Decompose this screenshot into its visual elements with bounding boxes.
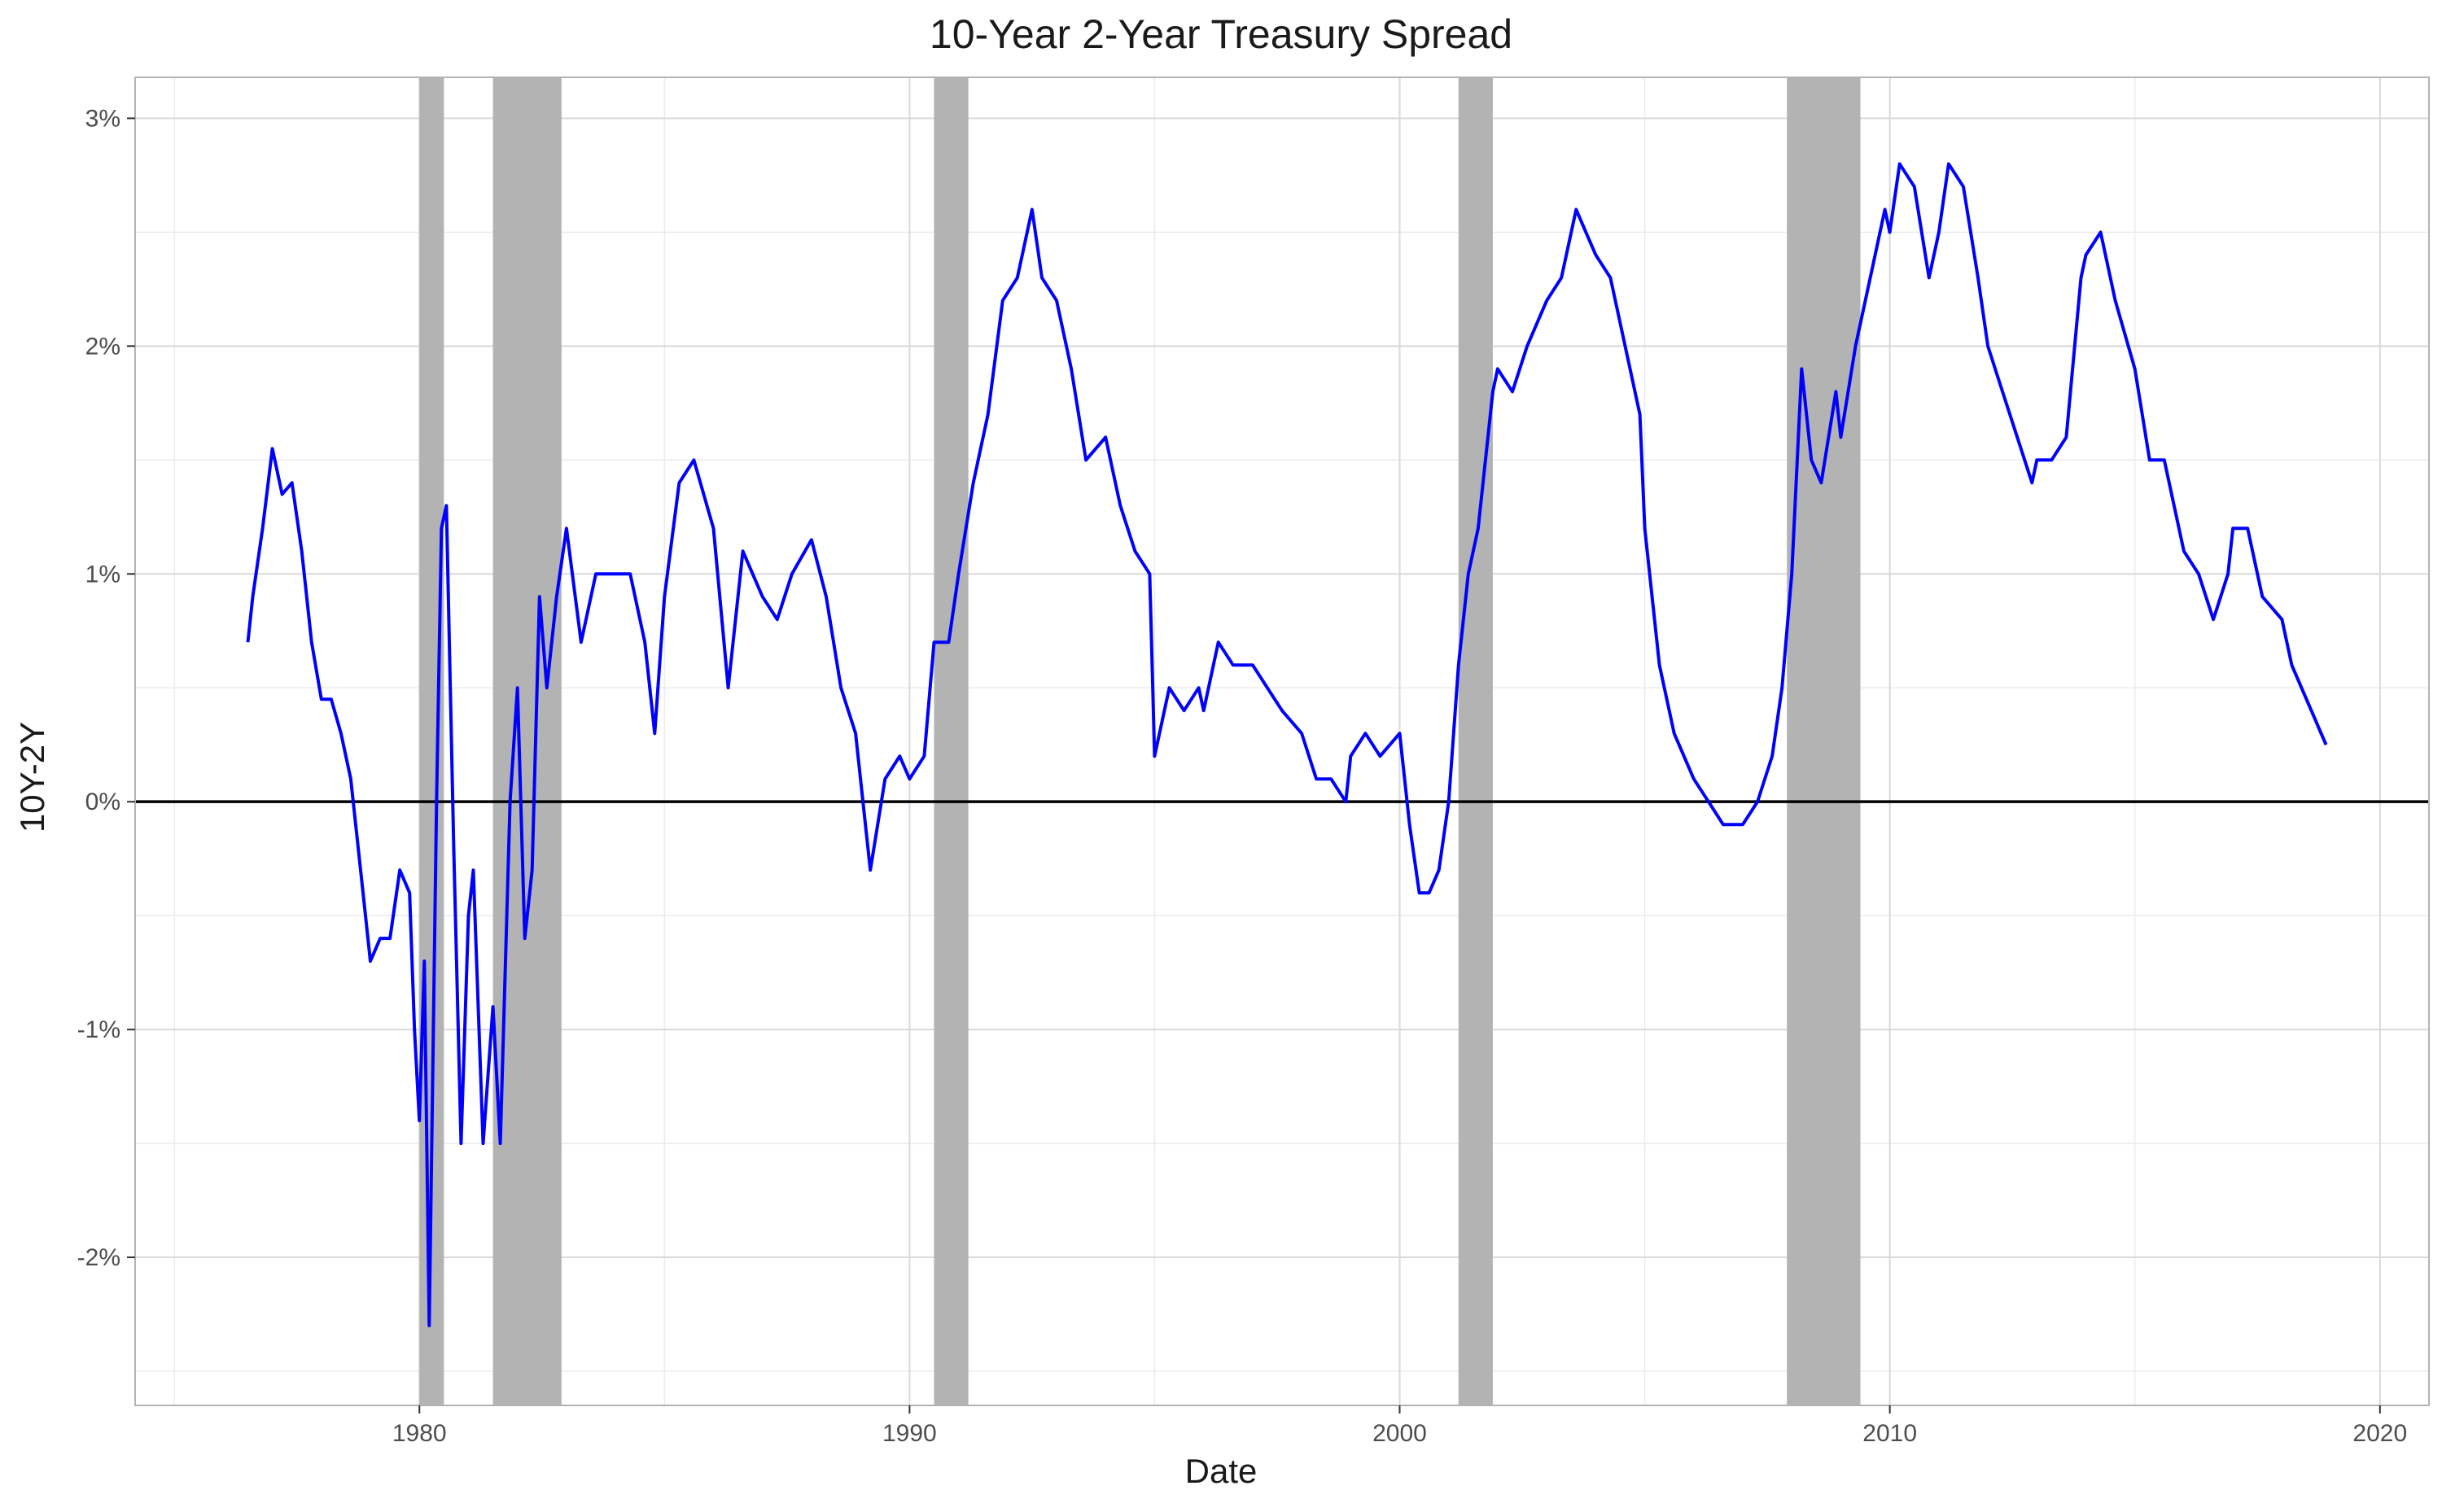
x-tick-label: 1990 [882,1420,937,1447]
recession-band [1787,77,1861,1405]
x-tick-label: 1980 [392,1420,447,1447]
plot-border [134,76,2430,1406]
y-axis-ticks: -2% -1% 0% 1% 2% 3% [77,105,135,1271]
recession-bands [419,77,1861,1405]
y-tick-label: 3% [85,105,120,132]
y-tick-label: 0% [85,789,120,815]
y-axis-title: 10Y-2Y [13,721,51,833]
y-tick-label: 1% [85,561,120,588]
series-line [246,162,2328,1327]
x-axis-ticks: 1980 1990 2000 2010 2020 [392,1405,2407,1447]
recession-band [934,77,969,1405]
y-tick-label: -2% [77,1244,120,1271]
x-tick-label: 2010 [1862,1420,1917,1447]
chart-title: 10-Year 2-Year Treasury Spread [929,11,1513,57]
x-tick-label: 2000 [1372,1420,1427,1447]
recession-band [1458,77,1493,1405]
x-axis-title: Date [1184,1452,1258,1490]
plot-background [135,77,2429,1405]
series-group [246,162,2328,1327]
y-tick-label: 2% [85,333,120,360]
x-tick-label: 2020 [2352,1420,2407,1447]
recession-band [492,77,562,1405]
y-tick-label: -1% [77,1016,120,1043]
